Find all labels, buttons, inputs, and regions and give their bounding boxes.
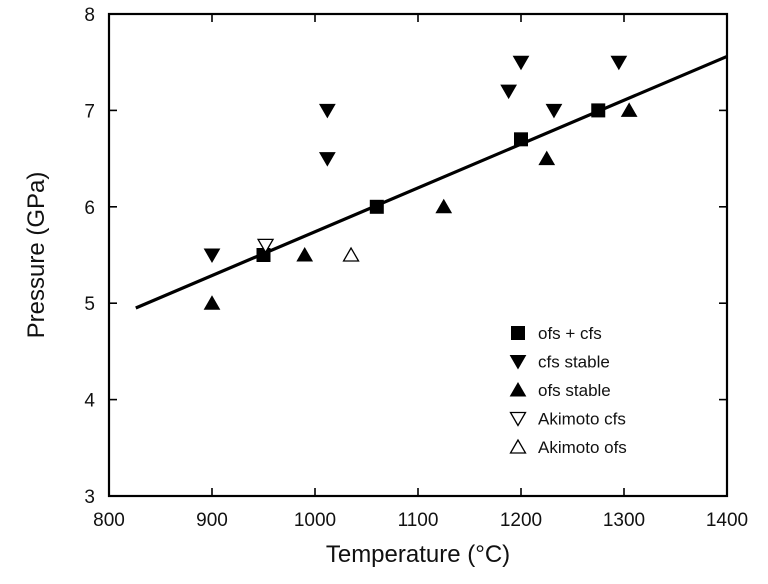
data-point-triangle-down-filled xyxy=(203,248,221,264)
fit-line-group xyxy=(135,54,728,310)
y-tick-label: 8 xyxy=(84,5,95,26)
y-tick-label: 6 xyxy=(84,198,95,219)
legend-marker-triangle-down-filled xyxy=(509,355,527,370)
data-point-square-filled xyxy=(591,103,606,118)
data-point-triangle-up-filled xyxy=(435,198,453,214)
legend-label: Akimoto cfs xyxy=(538,410,626,429)
x-tick-label: 1200 xyxy=(500,510,542,531)
x-tick-label: 900 xyxy=(196,510,228,531)
x-tick-label: 1300 xyxy=(603,510,645,531)
data-point-triangle-up-filled xyxy=(538,150,556,166)
y-tick-label: 3 xyxy=(84,487,95,508)
data-point-triangle-up-filled xyxy=(296,246,314,262)
data-points xyxy=(203,55,638,310)
y-tick-label: 5 xyxy=(84,294,95,315)
data-point-square-filled xyxy=(514,132,528,147)
legend-marker-square-filled xyxy=(511,326,525,340)
plot-frame xyxy=(107,12,729,498)
data-point-triangle-down-open xyxy=(256,238,275,254)
data-point-triangle-up-filled xyxy=(620,102,638,117)
x-tick-label: 1400 xyxy=(706,510,748,531)
data-point-square-filled xyxy=(369,199,384,214)
axis-ticks: 800 900 1000 1100 1200 1300 1400 3 4 5 6 7 8 xyxy=(84,5,748,531)
data-point-triangle-down-filled xyxy=(545,103,563,119)
y-tick-label: 4 xyxy=(84,391,95,412)
data-point-triangle-down-filled xyxy=(610,55,628,71)
legend-marker-triangle-down-open xyxy=(509,411,527,427)
y-axis-title: Pressure (GPa) xyxy=(23,172,50,339)
x-tick-label: 800 xyxy=(93,510,125,531)
legend-label: ofs stable xyxy=(538,381,611,400)
fit-line xyxy=(135,54,728,310)
data-point-triangle-down-filled xyxy=(500,84,518,100)
legend-marker-triangle-up-open xyxy=(509,438,527,454)
data-point-triangle-up-filled xyxy=(203,295,221,310)
x-tick-label: 1000 xyxy=(294,510,336,531)
legend: ofs + cfs cfs stable ofs stable Akimoto cfs… xyxy=(509,324,627,457)
legend-label: ofs + cfs xyxy=(538,324,602,343)
data-point-triangle-down-filled xyxy=(512,55,530,71)
data-point-triangle-up-open xyxy=(342,246,360,262)
x-tick-label: 1100 xyxy=(398,510,439,531)
y-tick-label: 7 xyxy=(84,101,95,122)
legend-label: cfs stable xyxy=(538,353,610,372)
data-point-triangle-down-filled xyxy=(318,152,336,167)
legend-marker-triangle-up-filled xyxy=(509,381,527,397)
data-point-triangle-down-filled xyxy=(318,103,336,119)
x-axis-title: Temperature (°C) xyxy=(326,541,510,568)
legend-label: Akimoto ofs xyxy=(538,438,627,457)
data-point-square-filled xyxy=(256,248,271,262)
